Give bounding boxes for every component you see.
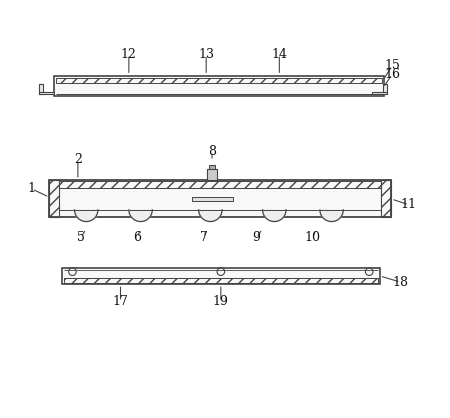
Bar — [54, 76, 384, 96]
Text: 11: 11 — [401, 198, 417, 212]
Polygon shape — [75, 210, 98, 222]
Bar — [59, 181, 381, 188]
Text: 8: 8 — [208, 145, 216, 158]
Polygon shape — [263, 210, 286, 222]
Bar — [381, 180, 392, 217]
Bar — [372, 92, 387, 94]
Bar — [49, 180, 59, 217]
Text: 1: 1 — [28, 182, 36, 196]
Bar — [209, 165, 215, 169]
Text: 10: 10 — [305, 231, 321, 244]
Text: 13: 13 — [198, 48, 214, 61]
Polygon shape — [320, 210, 343, 222]
Bar — [56, 78, 382, 83]
Text: 15: 15 — [384, 59, 400, 72]
Text: 19: 19 — [213, 295, 229, 308]
Text: 5: 5 — [77, 231, 85, 244]
Polygon shape — [198, 210, 222, 222]
Bar — [382, 84, 387, 94]
Text: 12: 12 — [121, 48, 137, 61]
Bar — [39, 84, 43, 94]
Bar — [62, 268, 380, 284]
Text: 17: 17 — [112, 295, 128, 308]
Text: 7: 7 — [200, 231, 208, 244]
Bar — [39, 92, 54, 94]
Text: 16: 16 — [384, 68, 400, 81]
Text: 2: 2 — [74, 153, 82, 166]
Text: 18: 18 — [392, 275, 409, 289]
Polygon shape — [129, 210, 152, 222]
Bar — [192, 197, 234, 201]
Text: 9: 9 — [252, 231, 260, 244]
Bar — [64, 278, 378, 283]
Text: 14: 14 — [271, 48, 288, 61]
Text: 6: 6 — [133, 231, 141, 244]
Bar — [49, 180, 392, 217]
Bar — [207, 169, 216, 180]
